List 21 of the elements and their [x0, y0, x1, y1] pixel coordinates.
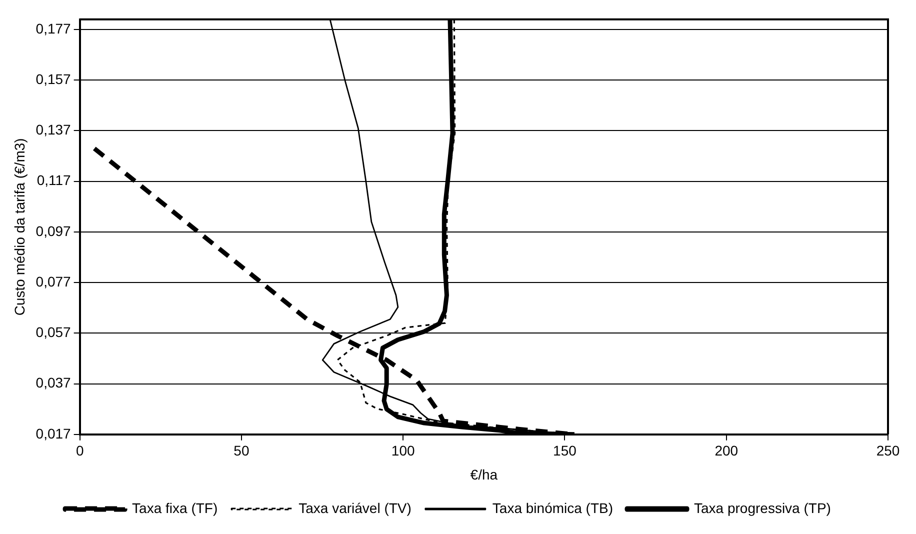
y-tick-label: 0,137	[36, 122, 72, 138]
y-tick-label: 0,177	[36, 20, 72, 36]
x-tick-label: 100	[391, 442, 415, 459]
x-tick-label: 200	[714, 442, 738, 459]
legend-label: Taxa progressiva (TP)	[694, 500, 831, 516]
legend-label: Taxa fixa (TF)	[132, 500, 218, 516]
x-axis-title: €/ha	[470, 466, 498, 482]
x-tick-label: 50	[234, 442, 250, 459]
y-tick-label: 0,077	[36, 273, 72, 290]
x-tick-label: 0	[76, 442, 84, 459]
y-tick-label: 0,097	[36, 222, 72, 239]
y-tick-label: 0,037	[36, 374, 72, 391]
legend-label: Taxa variável (TV)	[298, 500, 412, 516]
y-tick-label: 0,017	[36, 425, 72, 442]
y-tick-label: 0,117	[36, 172, 72, 188]
y-axis-title: Custo médio da tarifa (€/m3)	[11, 138, 28, 316]
x-tick-label: 150	[553, 442, 577, 459]
x-tick-label: 250	[876, 442, 900, 459]
legend-label: Taxa binómica (TB)	[492, 500, 614, 516]
y-tick-label: 0,157	[36, 70, 72, 87]
y-tick-label: 0,057	[36, 324, 72, 340]
